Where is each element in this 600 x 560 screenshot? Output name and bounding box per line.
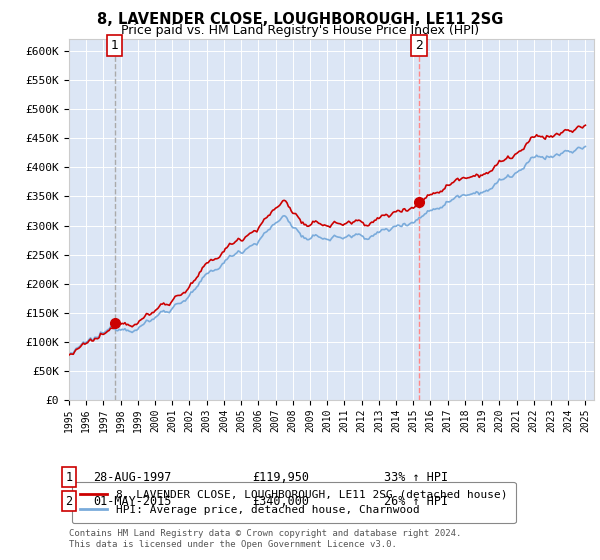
Text: 33% ↑ HPI: 33% ↑ HPI [384,470,448,484]
Text: Price paid vs. HM Land Registry's House Price Index (HPI): Price paid vs. HM Land Registry's House … [121,24,479,36]
Text: 26% ↑ HPI: 26% ↑ HPI [384,494,448,508]
Text: 01-MAY-2015: 01-MAY-2015 [93,494,172,508]
Text: £340,000: £340,000 [252,494,309,508]
Text: 2: 2 [65,494,73,508]
Text: £119,950: £119,950 [252,470,309,484]
Text: 28-AUG-1997: 28-AUG-1997 [93,470,172,484]
Text: Contains HM Land Registry data © Crown copyright and database right 2024.
This d: Contains HM Land Registry data © Crown c… [69,529,461,549]
Text: 2: 2 [415,39,423,52]
Legend: 8, LAVENDER CLOSE, LOUGHBOROUGH, LE11 2SG (detached house), HPI: Average price, : 8, LAVENDER CLOSE, LOUGHBOROUGH, LE11 2S… [72,482,515,523]
Text: 8, LAVENDER CLOSE, LOUGHBOROUGH, LE11 2SG: 8, LAVENDER CLOSE, LOUGHBOROUGH, LE11 2S… [97,12,503,27]
Text: 1: 1 [110,39,119,52]
Text: 1: 1 [65,470,73,484]
